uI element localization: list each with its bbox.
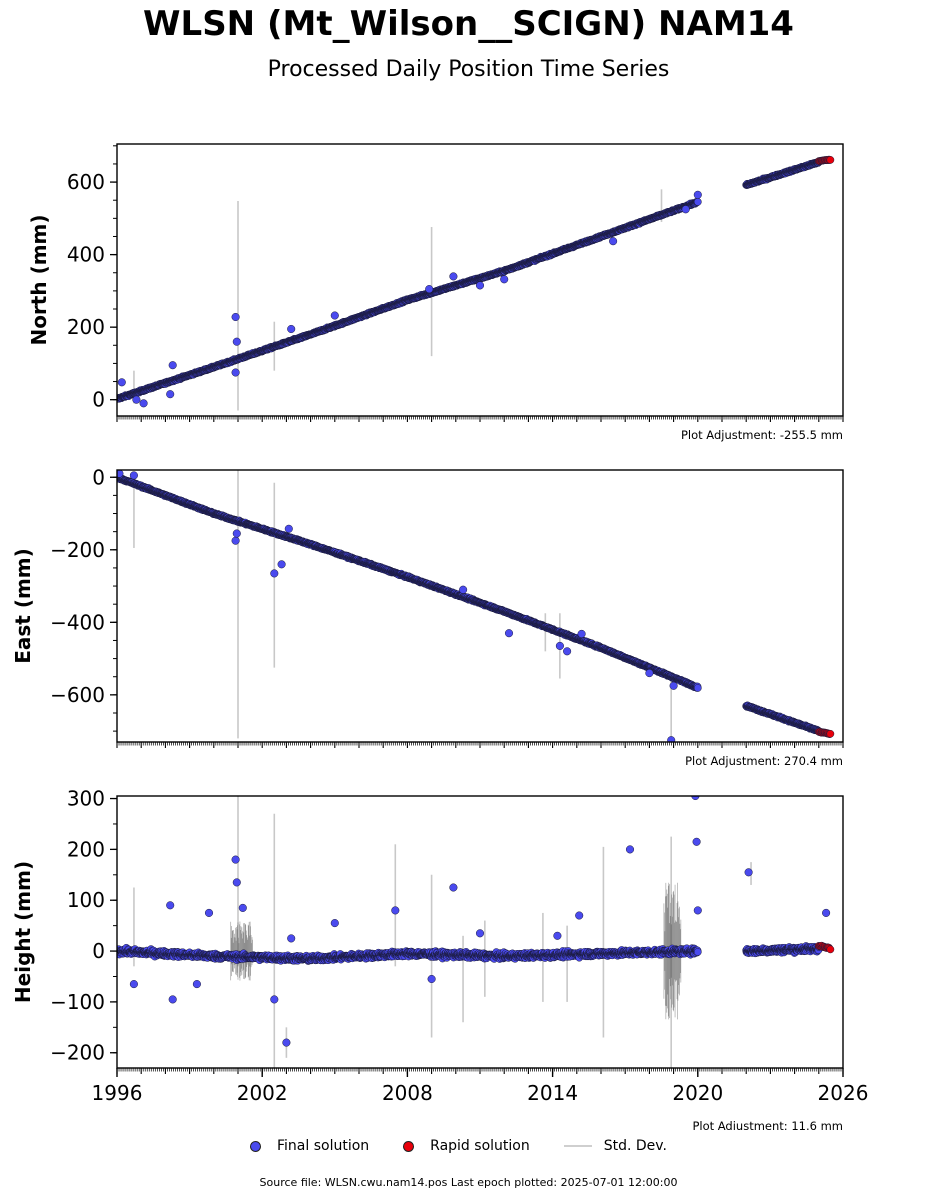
chart-canvas: 0 200 400 600 North (mm) Plot Adjustment: -25… [11, 143, 868, 1130]
panel-plot-area [117, 155, 835, 411]
y-tick-label: 400 [67, 243, 105, 267]
plot-adjustment-label: Plot Adjustment: -255.5 mm [681, 428, 843, 442]
final-solution-outlier [232, 337, 241, 346]
final-solution-outlier [563, 647, 572, 656]
y-tick-label: −600 [50, 683, 105, 707]
final-solution-outlier [277, 560, 286, 569]
final-solution-outlier [504, 629, 514, 638]
final-solution-outlier [231, 536, 240, 545]
final-solution-outlier [284, 524, 293, 533]
final-solution-outlier [270, 569, 279, 578]
final-solution-outlier [139, 399, 148, 408]
points-layer [117, 155, 835, 408]
final-solution-outlier [681, 205, 690, 214]
final-solution-outlier [577, 629, 586, 638]
chart-title: WLSN (Mt_Wilson__SCIGN) NAM14 [143, 4, 794, 44]
final-solution-outlier [693, 190, 702, 199]
y-tick-label: 200 [67, 315, 105, 339]
final-solution-outlier [459, 585, 468, 594]
final-solution-outlier [425, 285, 434, 294]
final-solution-outlier [231, 368, 240, 377]
final-solution-outlier [669, 681, 678, 690]
final-solution-outlier [168, 361, 177, 370]
final-solution-point [693, 198, 702, 206]
panel-plot-area [117, 470, 835, 742]
panel-1: 0 200 400 600 North (mm) Plot Adjustment: -25… [27, 143, 844, 442]
y-tick-label: −400 [50, 610, 105, 634]
final-solution-outlier [555, 641, 564, 650]
chart-subtitle: Processed Daily Position Time Series [267, 57, 670, 82]
y-tick-label: 0 [92, 465, 105, 489]
final-solution-outlier [449, 272, 458, 281]
y-tick-label: −200 [50, 538, 105, 562]
rapid-solution-point [826, 156, 835, 164]
final-solution-outlier [117, 378, 126, 387]
final-solution-outlier [645, 669, 654, 678]
points-layer [117, 470, 835, 742]
final-solution-outlier [287, 324, 296, 334]
final-solution-outlier [232, 529, 241, 538]
rapid-solution-point [826, 729, 835, 738]
final-solution-outlier [166, 390, 175, 399]
final-solution-outlier [500, 275, 509, 284]
y-tick-label: 600 [67, 170, 105, 194]
final-solution-outlier [231, 312, 240, 322]
final-solution-outlier [330, 311, 339, 320]
final-solution-outlier [609, 237, 618, 246]
y-axis-label: North (mm) [27, 214, 51, 345]
final-solution-outlier [132, 395, 141, 404]
final-solution-outlier [129, 471, 138, 480]
y-tick-label: 0 [92, 388, 105, 412]
final-solution-point [693, 684, 702, 692]
final-solution-outlier [475, 281, 485, 290]
